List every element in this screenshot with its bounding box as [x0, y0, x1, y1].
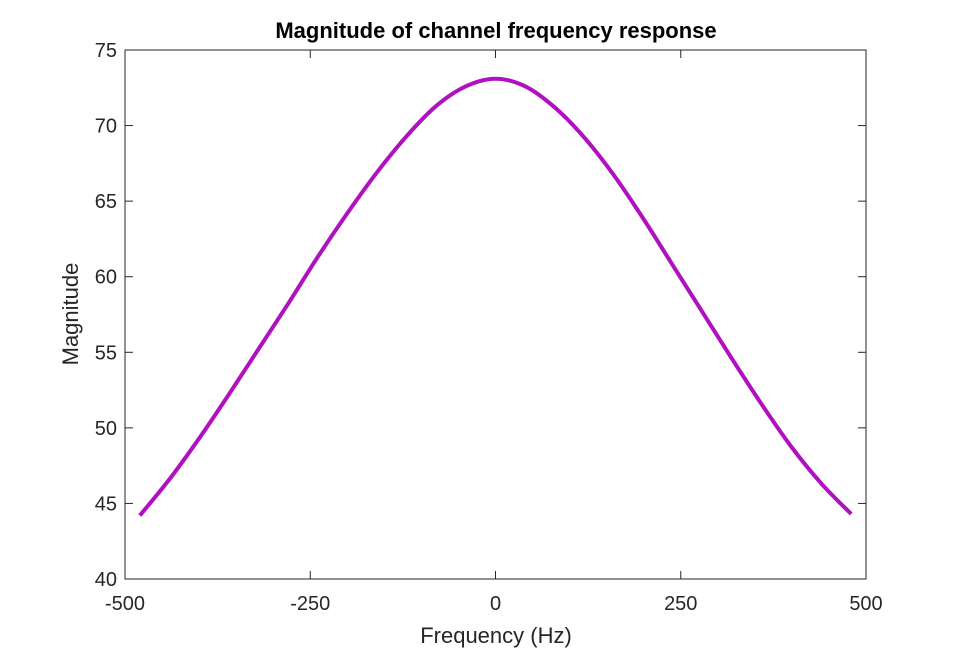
- x-tick-label: 500: [849, 593, 882, 615]
- y-axis-label: Magnitude: [58, 263, 83, 366]
- axes-box: [124, 49, 867, 580]
- x-axis: -500 -250 0 250 500: [105, 50, 883, 615]
- chart-title: Magnitude of channel frequency response: [275, 18, 716, 43]
- y-tick-label: 50: [95, 418, 117, 440]
- x-tick-label: -500: [105, 593, 145, 615]
- y-tick-label: 75: [95, 40, 117, 62]
- series-layer: [138, 76, 853, 517]
- x-axis-label: Frequency (Hz): [420, 623, 572, 648]
- y-tick-label: 55: [95, 342, 117, 364]
- y-tick-label: 60: [95, 267, 117, 289]
- x-tick-label: 250: [664, 593, 697, 615]
- y-tick-label: 70: [95, 116, 117, 138]
- x-tick-label: -250: [290, 593, 330, 615]
- y-tick-label: 40: [95, 569, 117, 591]
- y-tick-label: 45: [95, 493, 117, 515]
- x-tick-label: 0: [490, 593, 501, 615]
- series-line: [138, 76, 853, 517]
- y-tick-label: 65: [95, 191, 117, 213]
- y-axis: 40 45 50 55 60 65 70 75: [95, 40, 866, 591]
